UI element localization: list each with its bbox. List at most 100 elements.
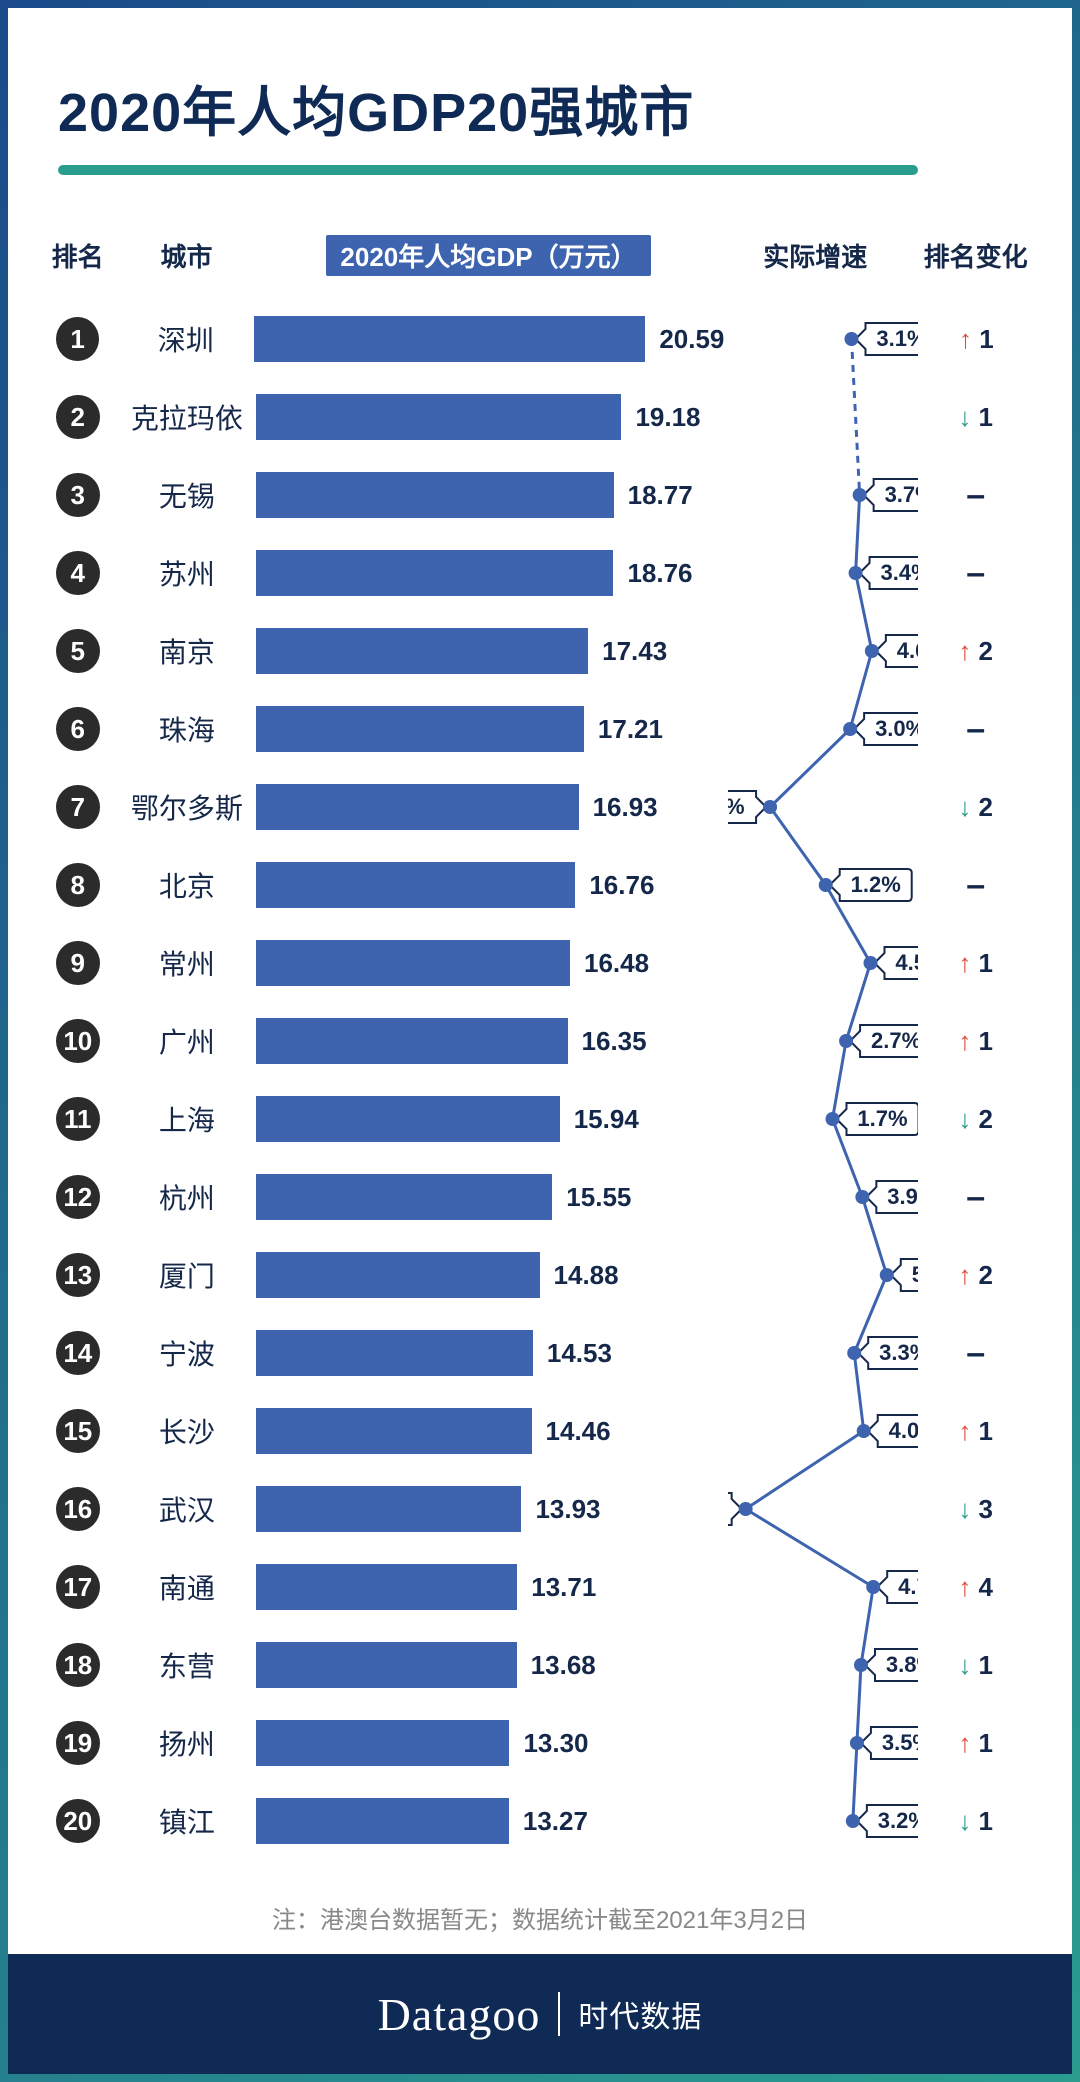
city-name: 鄂尔多斯: [118, 787, 257, 827]
city-name: 南通: [118, 1567, 257, 1607]
city-name: 东营: [118, 1645, 257, 1685]
rank-badge: 17: [56, 1565, 100, 1609]
arrow-up-icon: ↑: [958, 1572, 971, 1602]
rank-badge: 15: [56, 1409, 100, 1453]
city-name: 常州: [118, 943, 257, 983]
table-row: 1深圳20.59↑ 1: [38, 300, 1042, 378]
rank-badge: 14: [56, 1331, 100, 1375]
bar-cell: 15.94: [256, 1096, 721, 1142]
rank-change: ↓ 1: [909, 1806, 1042, 1837]
arrow-up-icon: ↑: [958, 1416, 971, 1446]
gdp-bar: [256, 1408, 531, 1454]
rank-badge: 7: [56, 785, 100, 829]
table-row: 2克拉玛依19.18↓ 1: [38, 378, 1042, 456]
table-row: 9 常州16.48 ↑ 1: [38, 924, 1042, 1002]
bar-cell: 16.48: [256, 940, 721, 986]
growth-cell: [721, 612, 909, 690]
header-rank: 排名: [38, 237, 117, 274]
gdp-value: 18.77: [628, 480, 693, 511]
bar-cell: 19.18: [256, 394, 721, 440]
bar-cell: 13.27: [256, 1798, 721, 1844]
rank-change: ↑ 1: [909, 1416, 1042, 1447]
bar-cell: 16.76: [256, 862, 721, 908]
brand-en: Datagoo: [378, 1988, 541, 2041]
arrow-up-icon: ↑: [959, 324, 972, 354]
dash-icon: –: [966, 710, 985, 748]
rank-badge: 6: [56, 707, 100, 751]
city-name: 克拉玛依: [118, 397, 257, 437]
gdp-value: 18.76: [627, 558, 692, 589]
gdp-bar: [256, 394, 621, 440]
gdp-bar: [256, 1096, 560, 1142]
gdp-value: 16.76: [589, 870, 654, 901]
title-block: 2020年人均GDP20强城市: [8, 8, 1072, 175]
table-row: 17南通13.71↑ 4: [38, 1548, 1042, 1626]
growth-cell: [721, 768, 909, 846]
gdp-bar: [256, 1330, 533, 1376]
gdp-value: 13.27: [523, 1806, 588, 1837]
rank-change: –: [909, 710, 1042, 749]
rank-change: ↓ 2: [909, 1104, 1042, 1135]
city-name: 镇江: [118, 1801, 257, 1841]
bar-cell: 18.77: [256, 472, 721, 518]
gdp-bar: [256, 862, 575, 908]
arrow-down-icon: ↓: [958, 1104, 971, 1134]
gdp-value: 17.43: [602, 636, 667, 667]
gdp-bar: [256, 1252, 539, 1298]
city-name: 宁波: [118, 1333, 257, 1373]
growth-cell: [721, 1236, 909, 1314]
gdp-value: 19.18: [635, 402, 700, 433]
gdp-bar: [256, 550, 613, 596]
dash-icon: –: [966, 1178, 985, 1216]
growth-cell: [721, 1002, 909, 1080]
bar-cell: 13.93: [256, 1486, 721, 1532]
bar-cell: 15.55: [256, 1174, 721, 1220]
rank-change: –: [909, 866, 1042, 905]
rank-change: –: [909, 476, 1042, 515]
gdp-bar: [256, 1564, 517, 1610]
city-name: 广州: [118, 1021, 257, 1061]
city-name: 杭州: [118, 1177, 257, 1217]
city-name: 珠海: [118, 709, 257, 749]
gdp-value: 16.35: [582, 1026, 647, 1057]
table-row: 13厦门14.88↑ 2: [38, 1236, 1042, 1314]
rank-badge: 16: [56, 1487, 100, 1531]
table-row: 8北京16.76–: [38, 846, 1042, 924]
arrow-up-icon: ↑: [958, 1026, 971, 1056]
header-change: 排名变化: [909, 237, 1042, 274]
gdp-bar: [256, 1720, 509, 1766]
page-title: 2020年人均GDP20强城市: [58, 68, 1032, 147]
bar-cell: 20.59: [254, 316, 724, 362]
brand-bar: Datagoo 时代数据: [8, 1954, 1072, 2074]
rank-change: ↓ 3: [909, 1494, 1042, 1525]
bar-cell: 13.68: [256, 1642, 721, 1688]
city-name: 南京: [118, 631, 257, 671]
arrow-down-icon: ↓: [958, 792, 971, 822]
dash-icon: –: [966, 866, 985, 904]
growth-cell: [721, 378, 909, 456]
gdp-bar: [256, 1642, 517, 1688]
table-row: 11上海15.94↓ 2: [38, 1080, 1042, 1158]
gdp-value: 17.21: [598, 714, 663, 745]
rank-change: ↑ 1: [909, 948, 1042, 979]
gdp-value: 13.93: [535, 1494, 600, 1525]
bar-cell: 13.30: [256, 1720, 721, 1766]
gdp-bar: [256, 1798, 509, 1844]
city-name: 北京: [118, 865, 257, 905]
table-row: 4苏州18.76–: [38, 534, 1042, 612]
header-city: 城市: [117, 237, 256, 274]
bar-cell: 14.88: [256, 1252, 721, 1298]
rank-badge: 20: [56, 1799, 100, 1843]
gdp-value: 14.46: [546, 1416, 611, 1447]
rank-badge: 9: [56, 941, 100, 985]
header-growth: 实际增速: [721, 237, 909, 274]
rank-change: ↑ 2: [909, 1260, 1042, 1291]
table-row: 19扬州13.30↑ 1: [38, 1704, 1042, 1782]
bar-cell: 13.71: [256, 1564, 721, 1610]
arrow-down-icon: ↓: [958, 1650, 971, 1680]
city-name: 深圳: [117, 319, 254, 359]
growth-cell: [721, 1548, 909, 1626]
dash-icon: –: [966, 1334, 985, 1372]
gdp-value: 13.30: [523, 1728, 588, 1759]
arrow-up-icon: ↑: [958, 636, 971, 666]
